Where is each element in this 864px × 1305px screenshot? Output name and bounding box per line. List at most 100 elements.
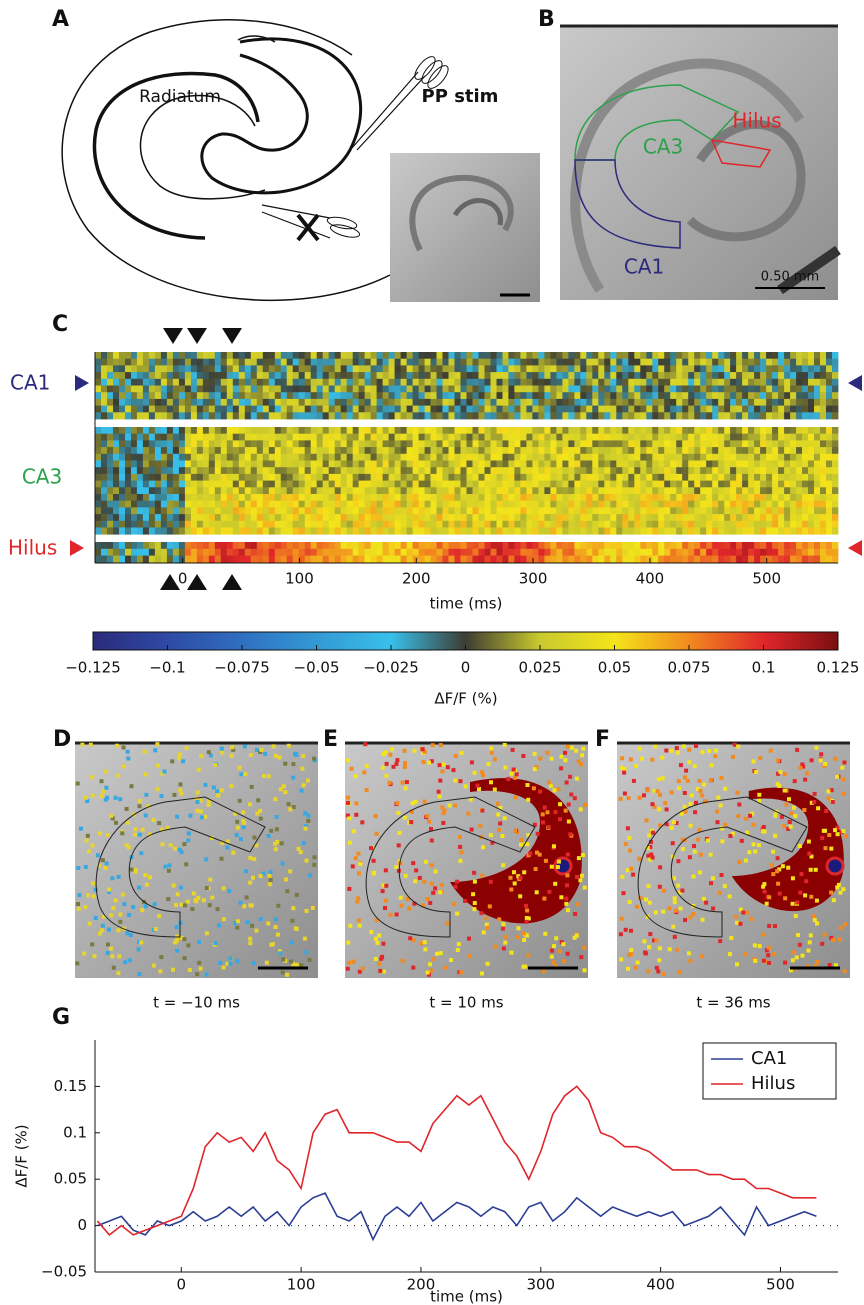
heatmap-cell <box>754 433 761 441</box>
heatmap-cell <box>556 427 563 435</box>
heatmap-cell <box>508 358 515 366</box>
heatmap-cell <box>622 412 629 420</box>
heatmap-cell <box>568 440 575 448</box>
heatmap-cell <box>598 460 605 468</box>
heatmap-cell <box>694 447 701 455</box>
heatmap-cell <box>724 460 731 468</box>
heatmap-cell <box>628 487 635 495</box>
heatmap-cell <box>634 385 641 393</box>
heatmap-cell <box>646 480 653 488</box>
heatmap-cell <box>664 494 671 502</box>
heatmap-cell <box>640 392 647 400</box>
pixel <box>430 881 434 886</box>
heatmap-cell <box>119 494 126 502</box>
heatmap-cell <box>196 427 204 435</box>
heatmap-cell <box>634 405 641 413</box>
heatmap-cell <box>226 555 234 563</box>
heatmap-cell <box>772 480 779 488</box>
pixel <box>669 748 674 753</box>
heatmap-cell <box>232 500 240 508</box>
pixel <box>786 826 791 831</box>
pixel <box>225 845 230 850</box>
heatmap-cell <box>166 372 174 380</box>
pixel <box>681 744 686 749</box>
heatmap-cell <box>484 453 491 461</box>
heatmap-cell <box>125 385 132 393</box>
heatmap-cell <box>310 520 318 528</box>
heatmap-cell <box>328 555 336 563</box>
heatmap-cell <box>514 447 521 455</box>
pixel <box>291 805 296 810</box>
heatmap-cell <box>628 365 635 373</box>
heatmap-cell <box>400 392 407 400</box>
heatmap-cell <box>430 555 437 563</box>
heatmap-cell <box>226 412 234 420</box>
heatmap-cell <box>580 412 587 420</box>
y-tick-label: 0.05 <box>54 1170 87 1188</box>
heatmap-cell <box>454 467 461 475</box>
heatmap-cell <box>466 405 473 413</box>
heatmap-cell <box>652 372 659 380</box>
heatmap-cell <box>190 487 198 495</box>
heatmap-cell <box>316 358 324 366</box>
region-label: Hilus <box>732 109 781 133</box>
heatmap-cell <box>550 542 557 550</box>
pixel <box>753 958 758 963</box>
heatmap-cell <box>454 507 461 515</box>
heatmap-cell <box>754 555 761 563</box>
axis-label: ΔF/F (%) <box>13 1124 31 1187</box>
pixel <box>304 950 309 955</box>
heatmap-cell <box>580 352 587 360</box>
pixel <box>231 747 236 752</box>
heatmap-cell <box>610 358 617 366</box>
heatmap-cell <box>760 548 767 556</box>
heatmap-cell <box>250 412 258 420</box>
heatmap-cell <box>232 378 240 386</box>
heatmap-cell <box>430 405 437 413</box>
heatmap-cell <box>190 520 198 528</box>
heatmap-cell <box>502 447 509 455</box>
heatmap-cell <box>328 433 336 441</box>
pixel <box>707 749 711 753</box>
heatmap-cell <box>688 427 695 435</box>
heatmap-cell <box>772 507 779 515</box>
heatmap-cell <box>484 447 491 455</box>
heatmap-cell <box>160 447 168 455</box>
pixel <box>225 839 230 844</box>
heatmap-cell <box>664 500 671 508</box>
heatmap-cell <box>766 372 773 380</box>
heatmap-cell <box>640 487 647 495</box>
pixel <box>186 838 191 843</box>
pixel <box>355 899 360 904</box>
heatmap-cell <box>736 385 743 393</box>
heatmap-cell <box>358 500 365 508</box>
heatmap-cell <box>694 365 701 373</box>
heatmap-cell <box>226 507 234 515</box>
heatmap-cell <box>496 480 503 488</box>
heatmap-cell <box>508 427 515 435</box>
heatmap-cell <box>310 453 318 461</box>
heatmap-cell <box>508 500 515 508</box>
pixel <box>414 868 419 873</box>
pixel <box>688 802 693 807</box>
heatmap-cell <box>352 555 360 563</box>
heatmap-cell <box>592 398 599 406</box>
heatmap-cell <box>760 405 767 413</box>
heatmap-cell <box>382 520 389 528</box>
heatmap-cell <box>532 358 539 366</box>
pixel <box>120 892 125 897</box>
heatmap-cell <box>760 372 767 380</box>
heatmap-cell <box>646 392 653 400</box>
heatmap-cell <box>772 473 779 481</box>
heatmap-cell <box>712 378 719 386</box>
heatmap-cell <box>388 555 395 563</box>
pixel <box>303 811 308 816</box>
pixel <box>842 760 847 765</box>
heatmap-cell <box>184 507 192 515</box>
heatmap-cell <box>220 514 228 522</box>
heatmap-cell <box>316 480 324 488</box>
heatmap-cell <box>550 398 557 406</box>
heatmap-cell <box>754 365 761 373</box>
heatmap-cell <box>340 542 348 550</box>
